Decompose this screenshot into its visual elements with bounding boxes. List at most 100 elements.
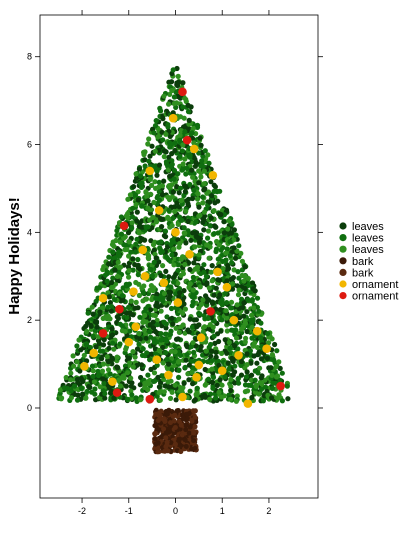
bark-point [168,420,173,426]
leaf-point [194,122,201,128]
leaf-point [162,228,168,234]
ornament-yellow [152,355,162,364]
leaf-point [231,227,237,233]
leaf-point [196,213,202,219]
leaf-point [125,396,131,402]
y-tick-label: 6 [27,140,32,150]
leaf-point [112,267,118,273]
ornament-yellow [173,298,183,307]
leaf-point [158,337,164,343]
leaf-point [203,273,209,279]
leaf-point [79,377,85,384]
leaf-point [171,262,177,268]
leaf-point [269,385,275,391]
leaf-point [197,311,203,317]
leaf-point [142,312,148,318]
leaf-point [261,393,267,399]
bark-point [178,422,184,428]
leaf-point [241,300,247,306]
leaf-point [249,312,255,318]
leaf-point [166,384,172,390]
ornament-red [178,87,187,97]
leaf-point [101,337,107,343]
leaf-point [234,283,240,289]
leaf-point [135,272,141,278]
bark-point [183,427,189,433]
leaf-point [216,256,222,262]
leaf-point [183,357,189,363]
leaf-point [58,396,64,402]
leaf-point [102,391,108,397]
leaf-point [148,334,154,340]
leaf-point [196,305,202,311]
leaf-point [251,340,258,346]
bark-point [186,430,192,436]
leaf-point [209,358,215,364]
leaf-point [182,261,188,268]
leaf-point [166,154,172,160]
leaf-point [126,304,132,310]
leaf-point [90,311,96,317]
leaf-point [208,341,214,348]
leaf-point [228,276,234,282]
ornament-yellow [252,326,262,336]
leaf-point [160,137,166,143]
leaf-point [180,142,186,148]
leaf-point [123,346,129,352]
leaf-point [175,280,181,286]
leaf-point [250,286,256,292]
leaf-point [216,338,222,345]
leaf-point [106,345,112,351]
leaf-point [238,372,245,378]
ornament-red [112,388,122,397]
leaf-point [89,363,96,369]
leaf-point [227,253,233,259]
leaf-point [101,264,107,270]
leaf-point [202,394,208,400]
leaf-point [133,299,139,305]
leaf-point [229,260,235,266]
leaf-point [149,143,155,149]
leaf-point [109,285,115,291]
leaf-point [97,384,103,390]
leaf-point [176,329,182,335]
leaf-point [227,239,233,245]
leaf-point [154,339,160,345]
bark-point [176,436,182,442]
leaf-point [260,398,266,404]
leaf-point [158,249,164,255]
bark-point [192,445,198,451]
leaf-point [242,339,248,345]
leaf-point [198,174,204,180]
ornament-yellow [171,228,180,237]
leaf-point [119,293,125,299]
leaf-point [138,181,144,187]
leaf-point [221,219,227,225]
leaf-point [223,308,229,314]
leaf-point [226,339,232,346]
leaf-point [182,129,188,135]
leaf-point [153,219,160,225]
legend-marker [339,222,347,230]
leaf-point [156,390,162,396]
leaf-point [236,287,242,293]
bark-point [192,424,198,429]
leaf-point [84,328,90,335]
leaf-point [202,324,208,330]
leaf-point [193,391,199,398]
leaf-point [126,268,132,274]
leaf-point [168,141,175,147]
leaf-point [150,325,157,331]
leaf-point [78,347,84,353]
bark-point [177,426,183,432]
leaf-point [207,223,213,229]
leaf-point [136,331,142,337]
leaf-point [203,348,209,354]
leaf-point [201,187,207,193]
leaf-point [190,287,196,293]
leaf-point [201,269,207,275]
leaf-point [154,322,160,328]
bark-point [172,412,178,418]
leaf-point [244,309,250,315]
ornament-red [145,394,155,404]
